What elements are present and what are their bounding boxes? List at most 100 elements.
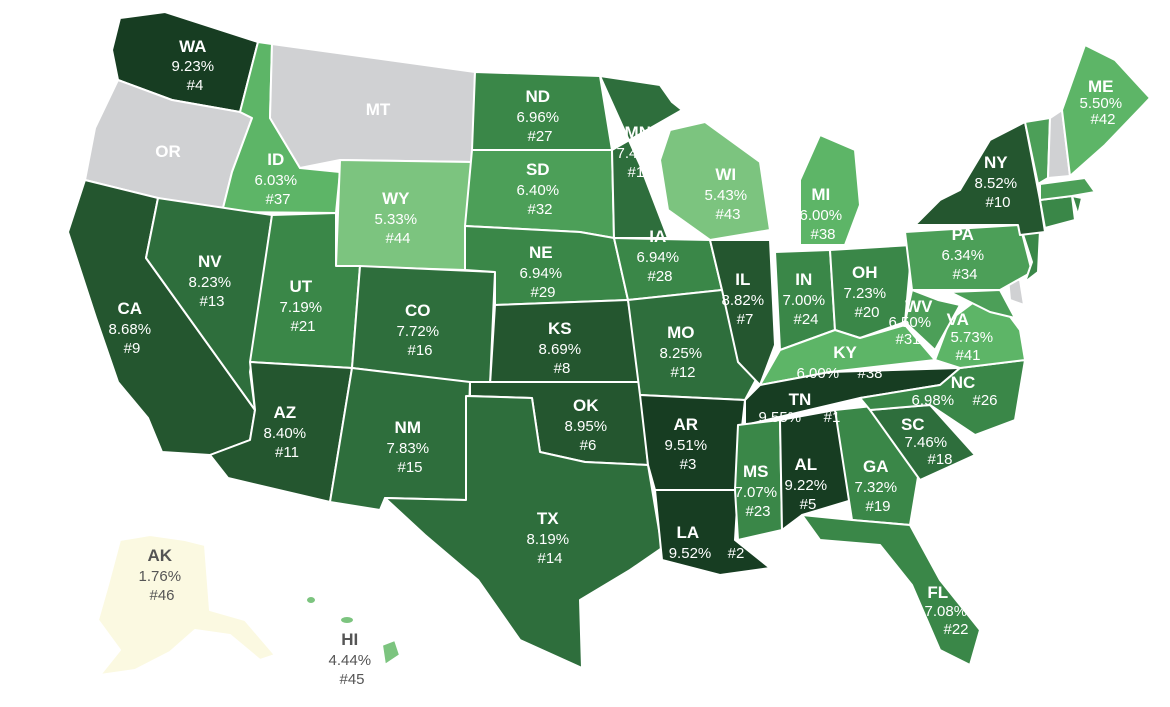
state-abbr: IN	[795, 270, 812, 289]
state-RI[interactable]	[1071, 195, 1083, 216]
state-WV[interactable]	[904, 289, 961, 351]
label-UT: UT 7.19% #21	[280, 277, 327, 335]
state-HI[interactable]	[381, 639, 401, 666]
state-rank: #24	[793, 311, 818, 328]
state-abbr: VA	[947, 310, 969, 329]
label-WI: WI 5.43% #43	[705, 165, 752, 223]
state-abbr: NM	[395, 418, 421, 437]
state-rate: 5.50%	[1080, 95, 1123, 112]
label-LA: LA 9.52%	[669, 523, 712, 562]
state-HI-kauai[interactable]	[305, 595, 317, 605]
state-rate: 6.96%	[517, 109, 560, 126]
label-IL: IL 8.82% #7	[722, 270, 769, 328]
state-rate: 7.72%	[397, 323, 440, 340]
state-rate: 5.73%	[951, 329, 994, 346]
state-HI-oahu[interactable]	[339, 615, 355, 625]
label-TN-values: 9.55% #1	[759, 409, 841, 426]
state-rank: #11	[275, 444, 299, 461]
label-OR: OR	[155, 142, 181, 161]
state-rank: #21	[290, 318, 315, 335]
label-SC: SC 7.46% #18	[901, 415, 953, 468]
state-abbr: IA	[649, 227, 666, 246]
state-labels: WA 9.23% #4 OR MT ID 6.03% #37 WY 5.33% …	[109, 37, 1123, 688]
state-abbr: NC	[951, 373, 976, 392]
state-MS[interactable]	[734, 419, 783, 541]
state-abbr: NY	[984, 153, 1008, 172]
state-rate: 7.46%	[905, 434, 948, 451]
state-rate: 8.25%	[660, 345, 703, 362]
state-abbr: SD	[526, 160, 550, 179]
state-rate: 6.50%	[889, 314, 932, 331]
state-rank: #46	[149, 587, 174, 604]
state-rate: 6.94%	[637, 249, 680, 266]
state-rate: 9.55%	[759, 409, 802, 426]
state-rank: #29	[530, 284, 555, 301]
label-NE: NE 6.94% #29	[520, 243, 567, 301]
label-MT: MT	[366, 100, 391, 119]
label-LA-rank: #2	[728, 545, 745, 562]
state-rate: 7.83%	[387, 440, 430, 457]
label-WY: WY 5.33% #44	[375, 189, 422, 247]
state-rate: 6.98%	[912, 392, 955, 409]
state-OH[interactable]	[829, 244, 913, 339]
state-abbr: WI	[715, 165, 736, 184]
state-MN[interactable]	[599, 75, 683, 239]
state-CT[interactable]	[1039, 195, 1076, 229]
state-abbr: AL	[794, 455, 817, 474]
label-TX: TX 8.19% #14	[527, 509, 574, 567]
state-abbr: MS	[743, 462, 769, 481]
state-abbr: WA	[179, 37, 206, 56]
state-rank: #15	[397, 459, 422, 476]
state-MO[interactable]	[627, 289, 761, 401]
state-abbr: CO	[405, 301, 431, 320]
state-rate: 6.40%	[517, 182, 560, 199]
state-rank: #3	[680, 456, 697, 473]
state-KY[interactable]	[759, 324, 936, 386]
label-KS: KS 8.69% #8	[539, 319, 586, 377]
state-rate: 7.08%	[925, 603, 968, 620]
label-ND: ND 6.96% #27	[517, 87, 564, 145]
state-AK[interactable]	[97, 534, 276, 676]
state-ME[interactable]	[1061, 44, 1151, 177]
state-rate: 9.22%	[785, 477, 828, 494]
state-MA[interactable]	[1039, 177, 1096, 201]
state-abbr: IL	[735, 270, 750, 289]
state-rate: 5.33%	[375, 211, 418, 228]
state-abbr: UT	[289, 277, 312, 296]
state-rank: #44	[385, 230, 410, 247]
label-WV: WV 6.50% #31	[889, 297, 937, 348]
state-abbr: MI	[811, 185, 830, 204]
state-abbr: PA	[952, 225, 974, 244]
state-FL[interactable]	[801, 514, 981, 666]
state-abbr: HI	[341, 630, 358, 649]
label-NV: NV 8.23% #13	[189, 252, 236, 310]
state-rank: #37	[265, 191, 290, 208]
state-abbr: ND	[525, 87, 550, 106]
state-rate: 6.94%	[520, 265, 563, 282]
state-rate: 7.07%	[735, 484, 778, 501]
state-AL[interactable]	[779, 409, 853, 531]
state-rank: #20	[854, 304, 879, 321]
state-rate: 7.00%	[783, 292, 826, 309]
state-rate: 7.32%	[855, 479, 898, 496]
state-TX[interactable]	[384, 395, 663, 669]
state-WI[interactable]	[659, 121, 771, 241]
label-PA: PA 6.34% #34	[942, 225, 989, 283]
label-WA: WA 9.23% #4	[172, 37, 219, 94]
label-IN: IN 7.00% #24	[783, 270, 830, 328]
state-rank: #9	[124, 340, 141, 357]
state-rank: #1	[824, 409, 841, 426]
state-NM[interactable]	[329, 367, 471, 511]
state-shapes	[67, 11, 1151, 676]
label-NC-values: 6.98% #26	[912, 392, 998, 409]
label-NY: NY 8.52% #10	[975, 153, 1022, 211]
label-NM: NM 7.83% #15	[387, 418, 434, 476]
state-rank: #27	[527, 128, 552, 145]
state-MI[interactable]	[799, 134, 861, 246]
state-PA[interactable]	[904, 224, 1033, 291]
state-rank: #34	[952, 266, 977, 283]
state-rate: 8.23%	[189, 274, 232, 291]
state-rate: 8.95%	[565, 418, 608, 435]
state-NC[interactable]	[859, 359, 1026, 436]
state-rank: #8	[554, 360, 571, 377]
